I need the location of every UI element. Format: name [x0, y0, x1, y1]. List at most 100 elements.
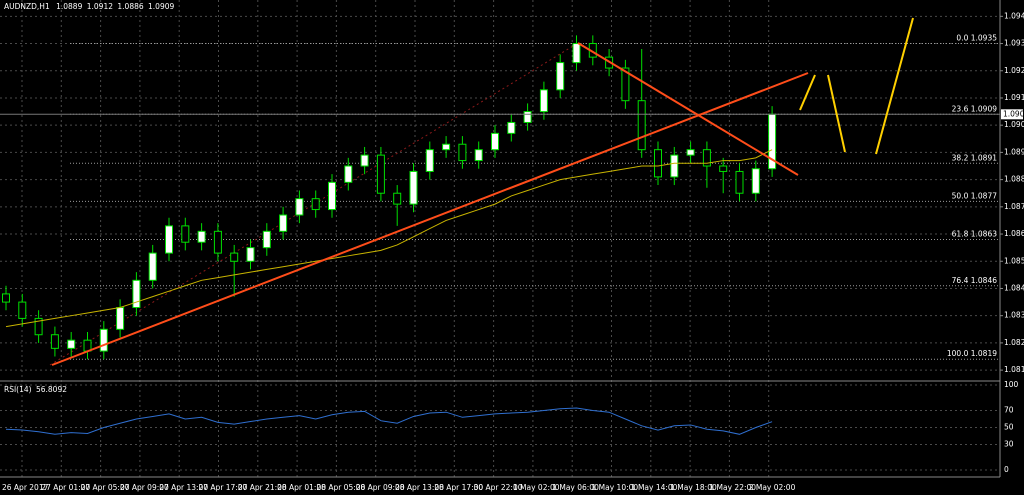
- y-tick-label: 1.0825: [1004, 338, 1024, 347]
- y-tick-label: 1.0835: [1004, 311, 1024, 320]
- candle-body: [425, 149, 434, 172]
- candle-body: [523, 111, 532, 123]
- candle-body: [2, 293, 10, 303]
- candle-body: [621, 67, 630, 102]
- y-tick-label: 1.0855: [1004, 256, 1024, 265]
- candle-body: [702, 149, 711, 167]
- y-tick-label: 1.0885: [1004, 175, 1024, 184]
- current-price-label: 1.0909: [1003, 109, 1024, 118]
- candle-body: [197, 230, 206, 243]
- candle-body: [230, 252, 239, 262]
- y-tick-label: 1.0945: [1004, 11, 1024, 20]
- candle-body: [539, 89, 548, 113]
- fib-price: 1.0909: [971, 104, 997, 113]
- candle-body: [262, 230, 271, 249]
- x-tick-label: 28 Apr 01:00: [277, 483, 326, 492]
- rsi-tick-label: 70: [1004, 406, 1014, 415]
- fib-price: 1.0877: [971, 191, 997, 200]
- candle-body: [328, 181, 336, 211]
- x-tick-label: 27 Apr 13:00: [159, 483, 208, 492]
- fib-trend: [49, 42, 579, 366]
- x-tick-label: 28 Apr 17:00: [434, 483, 483, 492]
- x-tick-label: 28 Apr 13:00: [395, 483, 444, 492]
- candle-body: [751, 168, 760, 194]
- fib-label: 0.0 1.0935: [956, 34, 997, 43]
- candle-body: [507, 121, 516, 134]
- fib-level: 50.0: [952, 191, 969, 200]
- candle-body: [735, 170, 744, 194]
- x-tick-label: 1 May 14:00: [631, 483, 678, 492]
- x-tick-label: 27 Apr 01:00: [41, 483, 90, 492]
- fib-level: 0.0: [956, 34, 968, 43]
- low: 1.0886: [117, 2, 143, 11]
- fib-label: 76.4 1.0846: [952, 276, 998, 285]
- candle-body: [148, 252, 157, 281]
- trend-line: [577, 42, 799, 176]
- candle-body: [458, 143, 467, 162]
- fib-level: 61.8: [952, 229, 969, 238]
- projection-line: [827, 74, 846, 153]
- candle-body: [442, 143, 451, 151]
- candle-body: [556, 62, 565, 91]
- trend-line: [51, 72, 809, 366]
- candle-body: [393, 192, 402, 205]
- y-tick-label: 1.0895: [1004, 147, 1024, 156]
- candle-body: [67, 339, 76, 349]
- x-tick-label: 28 Apr 05:00: [316, 483, 365, 492]
- x-tick-label: 27 Apr 09:00: [120, 483, 169, 492]
- candle-body: [572, 43, 581, 64]
- y-tick-label: 1.0845: [1004, 283, 1024, 292]
- fib-label: 100.0 1.0819: [947, 349, 997, 358]
- fib-price: 1.0846: [971, 276, 997, 285]
- candle-body: [279, 214, 288, 232]
- x-tick-label: 28 Apr 09:00: [356, 483, 405, 492]
- chart-header: AUDNZD,H1 1.0889 1.0912 1.0886 1.0909: [4, 2, 175, 11]
- rsi-tick-label: 0: [1004, 465, 1009, 474]
- projection-line: [799, 74, 816, 111]
- fib-level: 23.6: [952, 104, 969, 113]
- candle-body: [360, 154, 369, 167]
- x-tick-label: 1 May 18:00: [670, 483, 717, 492]
- candle-body: [409, 170, 418, 205]
- y-tick-label: 1.0905: [1004, 120, 1024, 129]
- x-tick-label: 30 Apr 22:00: [474, 483, 523, 492]
- x-tick-label: 1 May 02:00: [513, 483, 560, 492]
- current-price-box: [1001, 109, 1023, 120]
- moving-average: [5, 149, 773, 328]
- rsi-tick-label: 30: [1004, 440, 1014, 449]
- candle-body: [376, 154, 385, 194]
- rsi-header: RSI(14) 56.8092: [4, 385, 67, 394]
- candle-body: [34, 317, 43, 336]
- x-tick-label: 27 Apr 05:00: [81, 483, 130, 492]
- candle-body: [99, 328, 108, 352]
- rsi-value: 56.8092: [36, 385, 67, 394]
- fib-label: 50.0 1.0877: [952, 191, 998, 200]
- fib-price: 1.0863: [971, 229, 997, 238]
- y-tick-label: 1.0875: [1004, 202, 1024, 211]
- y-tick-label: 1.0935: [1004, 39, 1024, 48]
- candle-body: [344, 165, 353, 183]
- open: 1.0889: [56, 2, 82, 11]
- candle-body: [18, 301, 27, 319]
- fib-label: 38.2 1.0891: [952, 153, 998, 162]
- candle-body: [670, 154, 679, 178]
- candle-body: [165, 225, 173, 254]
- candle-body: [637, 100, 646, 151]
- rsi-name: RSI(14): [4, 385, 32, 394]
- y-tick-label: 1.0865: [1004, 229, 1024, 238]
- x-tick-label: 1 May 10:00: [592, 483, 639, 492]
- candle-body: [246, 247, 255, 262]
- x-tick-label: 26 Apr 2017: [2, 483, 49, 492]
- candle-body: [719, 165, 728, 172]
- x-tick-label: 27 Apr 17:00: [199, 483, 248, 492]
- candle-body: [181, 225, 190, 243]
- candle-body: [311, 198, 320, 211]
- fib-level: 100.0: [947, 349, 969, 358]
- candle-body: [132, 279, 141, 309]
- rsi-line: [5, 407, 773, 435]
- fib-label: 61.8 1.0863: [952, 229, 998, 238]
- x-tick-label: 2 May 02:00: [749, 483, 796, 492]
- symbol: AUDNZD,H1: [4, 2, 50, 11]
- high: 1.0912: [87, 2, 113, 11]
- projection-line: [875, 17, 914, 155]
